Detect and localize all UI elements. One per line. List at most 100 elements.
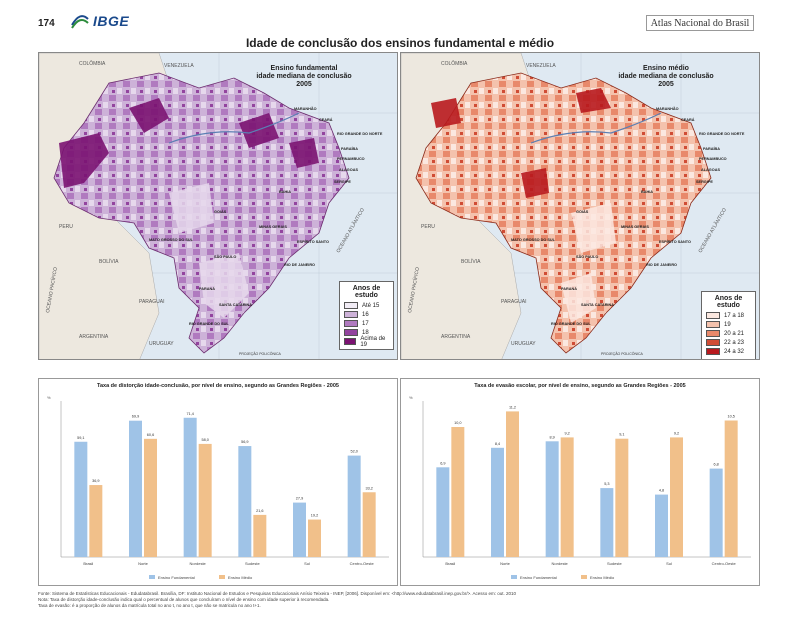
bar [506, 411, 519, 557]
legend-label: Acima de 19 [360, 335, 386, 348]
label-state: RIO DE JANEIRO [646, 263, 677, 267]
bar [600, 488, 614, 557]
label-country: ARGENTINA [441, 334, 471, 340]
data-label: 56,9 [241, 440, 248, 444]
label-state: RIO DE JANEIRO [284, 263, 315, 267]
legend-swatch [219, 575, 225, 579]
legend-row: 22 a 23 [706, 338, 751, 347]
bar [615, 438, 629, 557]
label-state: SANTA CATARINA [219, 303, 252, 307]
label-state: MARANHÃO [656, 106, 679, 111]
label-state: MATO GROSSO DO SUL [511, 238, 556, 242]
light-regions [169, 183, 249, 318]
chart-evasao: Taxa de evasão escolar, por nível de ens… [400, 378, 760, 586]
label-country: VENEZUELA [526, 63, 556, 69]
bar [670, 437, 683, 557]
legend-swatch [706, 339, 720, 346]
footnote-note: Nota: Taxa de distorção idade-conclusão … [38, 597, 330, 602]
label-state: MINAS GERAIS [621, 225, 649, 229]
label-state: RIO GRANDE DO NORTE [699, 132, 745, 136]
label-country: BOLÍVIA [99, 258, 119, 265]
brazil-shape [415, 72, 712, 354]
page-title: Idade de conclusão dos ensinos fundament… [245, 36, 555, 50]
footnote-note: Taxa de evasão: é a proporção de alunos … [38, 603, 261, 608]
category-label: Centro-Oeste [712, 561, 737, 566]
axis-unit-label: % [409, 395, 413, 400]
chart-distorcao-svg: % 59,1 36,9 Brasil 69,9 60,6 Norte 71,4 58,0 Nord… [47, 395, 389, 580]
category-label: Sudeste [245, 561, 260, 566]
label-state: SANTA CATARINA [581, 303, 614, 307]
bar [362, 492, 376, 557]
label-state: PARAÍBA [341, 146, 358, 151]
category-label: Nordeste [552, 561, 569, 566]
footnote-source: Fonte: Sistema de Estatísticas Educacion… [38, 591, 517, 596]
bar [198, 443, 212, 557]
legend-swatch [344, 302, 358, 309]
legend-swatch [149, 575, 155, 579]
data-label: 58,0 [201, 438, 208, 442]
label-country: PARAGUAI [501, 299, 526, 305]
bar [253, 514, 267, 557]
label-country: ARGENTINA [79, 334, 109, 340]
legend-label: 17 [362, 320, 369, 327]
bar [545, 441, 559, 557]
data-label: 71,4 [186, 412, 193, 416]
label-country: PERU [421, 224, 435, 230]
data-label: 69,9 [132, 415, 139, 419]
label-country: URUGUAY [511, 341, 536, 347]
legend-label: 22 a 23 [724, 339, 745, 346]
label-state: GOIÁS [214, 209, 227, 214]
category-label: Sul [666, 561, 672, 566]
legend-swatch [511, 575, 517, 579]
bar [436, 467, 450, 557]
data-label: 60,6 [147, 433, 154, 437]
amazon-river [168, 112, 300, 144]
map-ensino-fundamental: COLÔMBIA VENEZUELA PERU BOLÍVIA PARAGUAI… [38, 52, 398, 360]
legend-swatch [344, 311, 358, 318]
legend-label: 24 a 32 [724, 348, 745, 355]
bar [491, 447, 504, 557]
legend-row: Até 15 [344, 301, 389, 310]
label-ocean: OCEANO ATLÂNTICO [335, 207, 366, 254]
bar [129, 420, 142, 557]
legend-row: 24 a 32 [706, 347, 751, 356]
label-state: PERNAMBUCO [699, 157, 727, 161]
legend-swatch [344, 320, 358, 327]
legend-label: 18 [362, 329, 369, 336]
legend-label: Ensino Médio [590, 575, 615, 580]
dark-regions [431, 88, 611, 198]
bar [560, 437, 574, 557]
data-label: 36,9 [92, 479, 99, 483]
map-title-line: idade mediana de conclusão [256, 73, 352, 80]
map-title-line: idade mediana de conclusão [618, 73, 714, 80]
bar [709, 468, 723, 557]
legend-label: Ensino Fundamental [158, 575, 195, 580]
atlas-title-box: Atlas Nacional do Brasil [646, 15, 754, 31]
label-state: RIO GRANDE DO SUL [189, 322, 229, 326]
map-title-line: 2005 [296, 81, 312, 88]
legend-swatch [706, 348, 720, 355]
data-label: 5,3 [604, 482, 609, 486]
category-label: Norte [500, 561, 511, 566]
label-state: SÃO PAULO [576, 254, 598, 259]
bar [293, 502, 306, 557]
axis-unit-label: % [47, 395, 51, 400]
label-state: BAHIA [641, 190, 653, 194]
bar [451, 427, 465, 557]
label-state: SERGIPE [696, 180, 713, 184]
data-label: 21,6 [256, 509, 263, 513]
map-title-line: 2005 [658, 81, 674, 88]
bar [74, 441, 88, 557]
data-label: 9,1 [619, 433, 624, 437]
category-label: Brasil [445, 561, 455, 566]
legend-label: Até 15 [362, 302, 380, 309]
map-medio-svg: COLÔMBIA VENEZUELA PERU BOLÍVIA PARAGUAI… [401, 53, 759, 359]
label-state: GOIÁS [576, 209, 589, 214]
ibge-logo-icon [71, 15, 89, 29]
label-state: MINAS GERAIS [259, 225, 287, 229]
data-label: 27,9 [296, 497, 303, 501]
label-state: SÃO PAULO [214, 254, 236, 259]
label-country: COLÔMBIA [79, 60, 106, 67]
map-title-line: Ensino médio [643, 65, 689, 72]
bar [347, 455, 361, 557]
